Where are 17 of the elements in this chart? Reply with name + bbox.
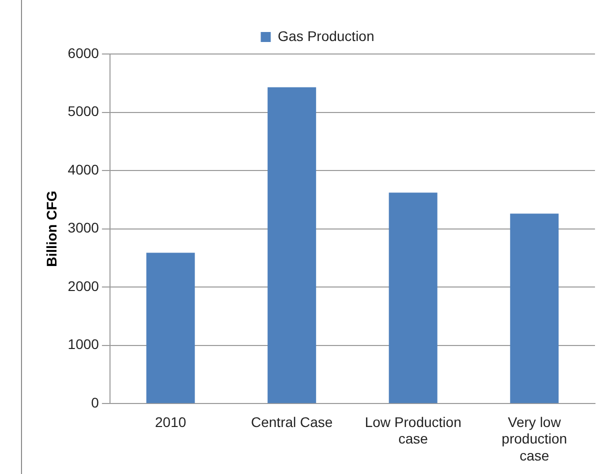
y-tick-label: 0 [91,394,100,410]
legend-label: Gas Production [278,28,374,44]
bar [388,192,438,404]
x-tick-label: Low Production case [364,414,462,447]
x-tick-label: Very low production case [502,414,568,464]
x-tick-label: Central Case [250,414,333,430]
y-tick-label: 4000 [68,161,100,178]
y-tick-label: 6000 [68,44,100,61]
x-tick-label: 2010 [155,414,186,430]
bar [146,252,195,404]
bar [510,214,559,404]
y-axis-title: Billion CFG [43,190,60,267]
y-tick-label: 1000 [68,336,100,352]
y-tick-label: 5000 [68,103,100,120]
y-tick-label: 2000 [68,278,100,294]
bar [268,87,316,404]
y-tick-label: 3000 [68,220,100,236]
